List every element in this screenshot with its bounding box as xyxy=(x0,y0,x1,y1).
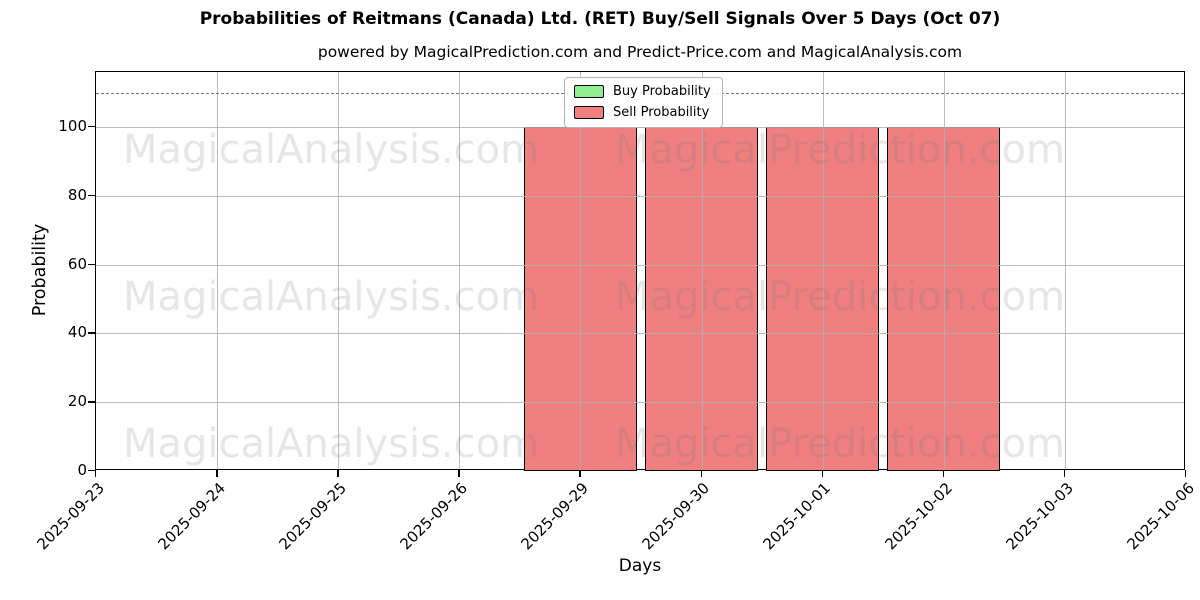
x-gridline xyxy=(580,72,582,469)
x-tick xyxy=(579,470,581,477)
watermark-text: MagicalAnalysis.com xyxy=(122,274,540,320)
watermark-text: MagicalPrediction.com xyxy=(615,274,1065,320)
plot-area: Buy Probability Sell Probability Magical… xyxy=(95,71,1185,471)
legend-item-sell: Sell Probability xyxy=(574,105,711,120)
y-gridline xyxy=(96,195,1184,197)
legend: Buy Probability Sell Probability xyxy=(564,77,723,128)
y-tick xyxy=(88,126,95,128)
x-tick xyxy=(700,470,702,477)
legend-label-sell: Sell Probability xyxy=(613,105,710,120)
legend-item-buy: Buy Probability xyxy=(574,84,711,99)
x-tick-label: 2025-09-23 xyxy=(33,479,108,554)
x-tick xyxy=(216,470,218,477)
x-tick-label: 2025-09-29 xyxy=(517,479,593,554)
x-gridline xyxy=(338,72,340,469)
y-tick-label: 0 xyxy=(77,461,87,479)
x-tick xyxy=(942,470,945,477)
y-tick xyxy=(88,332,95,334)
x-gridline xyxy=(459,72,461,469)
y-tick xyxy=(88,194,95,197)
x-gridline xyxy=(822,72,824,469)
y-tick xyxy=(88,470,95,472)
x-gridline xyxy=(1064,72,1066,469)
x-tick-label: 2025-09-24 xyxy=(154,479,229,554)
watermark-text: MagicalPrediction.com xyxy=(615,127,1065,173)
x-tick xyxy=(458,470,460,477)
x-gridline xyxy=(943,72,945,469)
legend-label-buy: Buy Probability xyxy=(613,84,711,99)
y-gridline xyxy=(96,402,1184,404)
x-tick xyxy=(1063,470,1066,477)
x-tick-label: 2025-10-01 xyxy=(760,479,835,554)
buy-probability-swatch xyxy=(574,85,604,98)
chart-subtitle: powered by MagicalPrediction.com and Pre… xyxy=(317,43,963,61)
y-tick-label: 60 xyxy=(67,254,87,273)
y-tick-label: 40 xyxy=(67,323,87,342)
x-tick-label: 2025-10-02 xyxy=(881,479,956,554)
watermark-text: MagicalAnalysis.com xyxy=(122,421,540,467)
y-gridline xyxy=(96,333,1184,335)
x-axis-label: Days xyxy=(618,556,662,576)
watermark-text: MagicalAnalysis.com xyxy=(122,127,540,173)
x-tick-label: 2025-09-26 xyxy=(396,479,472,554)
x-tick xyxy=(1185,470,1187,477)
y-tick-label: 80 xyxy=(67,185,87,204)
x-tick-label: 2025-09-30 xyxy=(638,479,714,554)
x-gridline xyxy=(217,72,219,469)
y-gridline xyxy=(96,264,1184,266)
x-tick xyxy=(337,470,339,477)
sell-probability-swatch xyxy=(574,106,604,119)
x-tick-label: 2025-10-06 xyxy=(1123,479,1198,554)
chart-title: Probabilities of Reitmans (Canada) Ltd. … xyxy=(199,9,1001,29)
y-tick-label: 20 xyxy=(67,392,87,411)
y-tick xyxy=(88,401,95,403)
y-tick-label: 100 xyxy=(58,117,87,136)
x-tick-label: 2025-09-25 xyxy=(275,479,350,554)
x-tick-label: 2025-10-03 xyxy=(1002,479,1077,554)
x-tick xyxy=(95,470,97,477)
x-tick xyxy=(821,470,824,477)
watermark-text: MagicalPrediction.com xyxy=(615,421,1065,467)
y-tick xyxy=(88,263,95,265)
x-gridline xyxy=(701,72,703,469)
